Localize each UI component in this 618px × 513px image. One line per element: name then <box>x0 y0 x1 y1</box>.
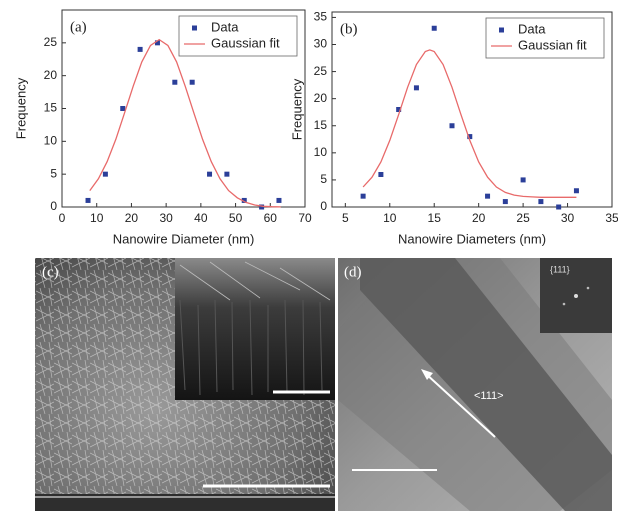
x-tick-label: 35 <box>605 211 618 225</box>
x-tick-label: 10 <box>90 211 104 225</box>
legend-label: Data <box>211 19 239 34</box>
data-point <box>190 80 195 85</box>
x-tick-label: 5 <box>342 211 349 225</box>
legend-label: Gaussian fit <box>211 35 280 50</box>
x-tick-label: 60 <box>264 211 278 225</box>
data-point <box>207 172 212 177</box>
y-tick-label: 25 <box>44 35 58 49</box>
data-point <box>574 188 579 193</box>
data-point <box>414 85 419 90</box>
x-tick-label: 30 <box>561 211 575 225</box>
chart: 0 10 20 30 40 50 60 70 0 5 10 15 20 25 Nanowire Diamet… <box>13 10 312 246</box>
data-point <box>361 194 366 199</box>
panel-label: (b) <box>340 21 358 37</box>
panel-label: (a) <box>70 19 87 35</box>
data-point <box>172 80 177 85</box>
y-tick-label: 15 <box>44 101 58 115</box>
data-point <box>120 106 125 111</box>
fit-line <box>90 40 281 207</box>
x-axis-title: Nanowire Diameters (nm) <box>398 231 546 246</box>
x-tick-label: 25 <box>516 211 530 225</box>
panel-label: (d) <box>344 264 362 280</box>
legend-marker <box>192 26 197 31</box>
x-tick-label: 70 <box>298 211 312 225</box>
x-tick-label: 50 <box>229 211 243 225</box>
y-axis-title: Frequency <box>289 78 304 140</box>
x-tick-label: 20 <box>125 211 139 225</box>
y-tick-label: 0 <box>320 199 327 213</box>
data-point <box>86 198 91 203</box>
y-tick-label: 20 <box>44 68 58 82</box>
data-point <box>224 172 229 177</box>
y-tick-label: 30 <box>314 37 328 51</box>
data-point <box>556 205 561 210</box>
data-point <box>138 47 143 52</box>
x-axis-title: Nanowire Diameter (nm) <box>113 231 255 246</box>
data-point <box>276 198 281 203</box>
sem-image: (c) <box>35 258 335 511</box>
legend-label: Gaussian fit <box>518 37 587 52</box>
direction-label: <111> <box>474 390 504 402</box>
y-axis-title: Frequency <box>13 77 28 139</box>
panel-label: (c) <box>42 264 59 280</box>
data-point <box>378 172 383 177</box>
y-tick-label: 25 <box>314 64 328 78</box>
y-tick-label: 10 <box>314 145 328 159</box>
data-point <box>485 194 490 199</box>
data-point <box>103 172 108 177</box>
chart: 5 10 15 20 25 30 35 0 5 10 15 20 25 30 35 Nanowire Diam… <box>289 10 618 247</box>
x-tick-label: 0 <box>59 211 66 225</box>
x-tick-label: 15 <box>428 211 442 225</box>
data-point <box>432 26 437 31</box>
inset-label: {111} <box>550 264 570 274</box>
y-tick-label: 20 <box>314 91 328 105</box>
data-point <box>538 199 543 204</box>
data-point <box>503 199 508 204</box>
y-tick-label: 0 <box>50 199 57 213</box>
y-tick-label: 5 <box>320 172 327 186</box>
y-tick-label: 5 <box>50 166 57 180</box>
data-point <box>521 177 526 182</box>
y-tick-label: 35 <box>314 10 328 24</box>
legend-marker <box>499 28 504 33</box>
x-tick-label: 40 <box>194 211 208 225</box>
tem-image: (d) <111> {111} <box>338 258 612 511</box>
y-tick-label: 10 <box>44 134 58 148</box>
x-tick-label: 20 <box>472 211 486 225</box>
legend-label: Data <box>518 21 546 36</box>
figure: (c) (d) <111> {111} 01020304050607005101… <box>0 0 618 513</box>
x-tick-label: 10 <box>383 211 397 225</box>
x-tick-label: 30 <box>159 211 173 225</box>
y-tick-label: 15 <box>314 118 328 132</box>
fit-line <box>363 50 576 197</box>
data-point <box>450 123 455 128</box>
